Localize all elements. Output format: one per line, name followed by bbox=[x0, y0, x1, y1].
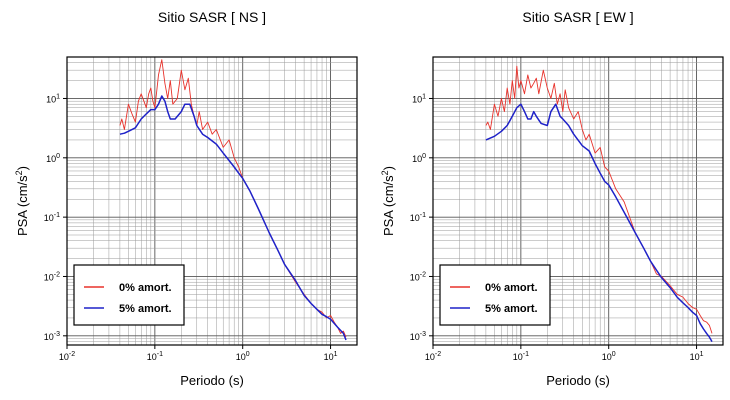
chart-panel-ew: Sitio SASR [ EW ] 10-2 10-1 100 101 10-3 10-2 1… bbox=[380, 9, 724, 388]
y-tick-label: 10-1 bbox=[410, 212, 426, 223]
y-tick-label: 10-2 bbox=[410, 271, 426, 282]
legend-entry: 0% amort. bbox=[119, 282, 172, 294]
y-tick-label: 10-3 bbox=[44, 331, 60, 342]
y-tick-label: 10-3 bbox=[410, 331, 426, 342]
x-tick-label: 100 bbox=[602, 351, 616, 362]
y-tick-label: 100 bbox=[46, 153, 60, 164]
x-tick-label: 10-2 bbox=[59, 351, 75, 362]
y-axis-label: PSA (cm/s2) bbox=[380, 166, 396, 236]
chart-panel-ns: Sitio SASR [ NS ] 10-2 10-1 100 101 10-3 10-2 1… bbox=[14, 9, 358, 388]
x-tick-label: 100 bbox=[236, 351, 250, 362]
x-tick-label: 10-1 bbox=[147, 351, 163, 362]
x-axis-label: Periodo (s) bbox=[546, 373, 610, 388]
legend-entry: 0% amort. bbox=[485, 282, 538, 294]
y-tick-label: 101 bbox=[46, 93, 60, 104]
y-axis-label: PSA (cm/s2) bbox=[14, 166, 30, 236]
x-tick-label: 101 bbox=[690, 351, 704, 362]
series-group bbox=[119, 59, 347, 341]
legend-entry: 5% amort. bbox=[485, 303, 538, 315]
y-tick-label: 10-2 bbox=[44, 271, 60, 282]
chart-title: Sitio SASR [ EW ] bbox=[522, 9, 633, 25]
plot-frame bbox=[66, 56, 358, 346]
chart-title: Sitio SASR [ NS ] bbox=[158, 9, 266, 25]
x-axis-label: Periodo (s) bbox=[180, 373, 244, 388]
y-tick-label: 10-1 bbox=[44, 212, 60, 223]
series-line-5pct bbox=[119, 95, 347, 341]
x-tick-label: 10-1 bbox=[513, 351, 529, 362]
plot-frame bbox=[432, 56, 724, 346]
legend-box bbox=[439, 264, 551, 326]
y-tick-label: 100 bbox=[412, 153, 426, 164]
x-tick-label: 10-2 bbox=[425, 351, 441, 362]
legend: 0% amort. 5% amort. bbox=[73, 264, 185, 326]
legend: 0% amort. 5% amort. bbox=[439, 264, 551, 326]
series-line-5pct bbox=[485, 103, 713, 342]
legend-box bbox=[73, 264, 185, 326]
legend-entry: 5% amort. bbox=[119, 303, 172, 315]
series-line-0pct bbox=[485, 65, 713, 334]
x-tick-label: 101 bbox=[324, 351, 338, 362]
y-tick-label: 101 bbox=[412, 93, 426, 104]
series-group bbox=[485, 65, 713, 342]
